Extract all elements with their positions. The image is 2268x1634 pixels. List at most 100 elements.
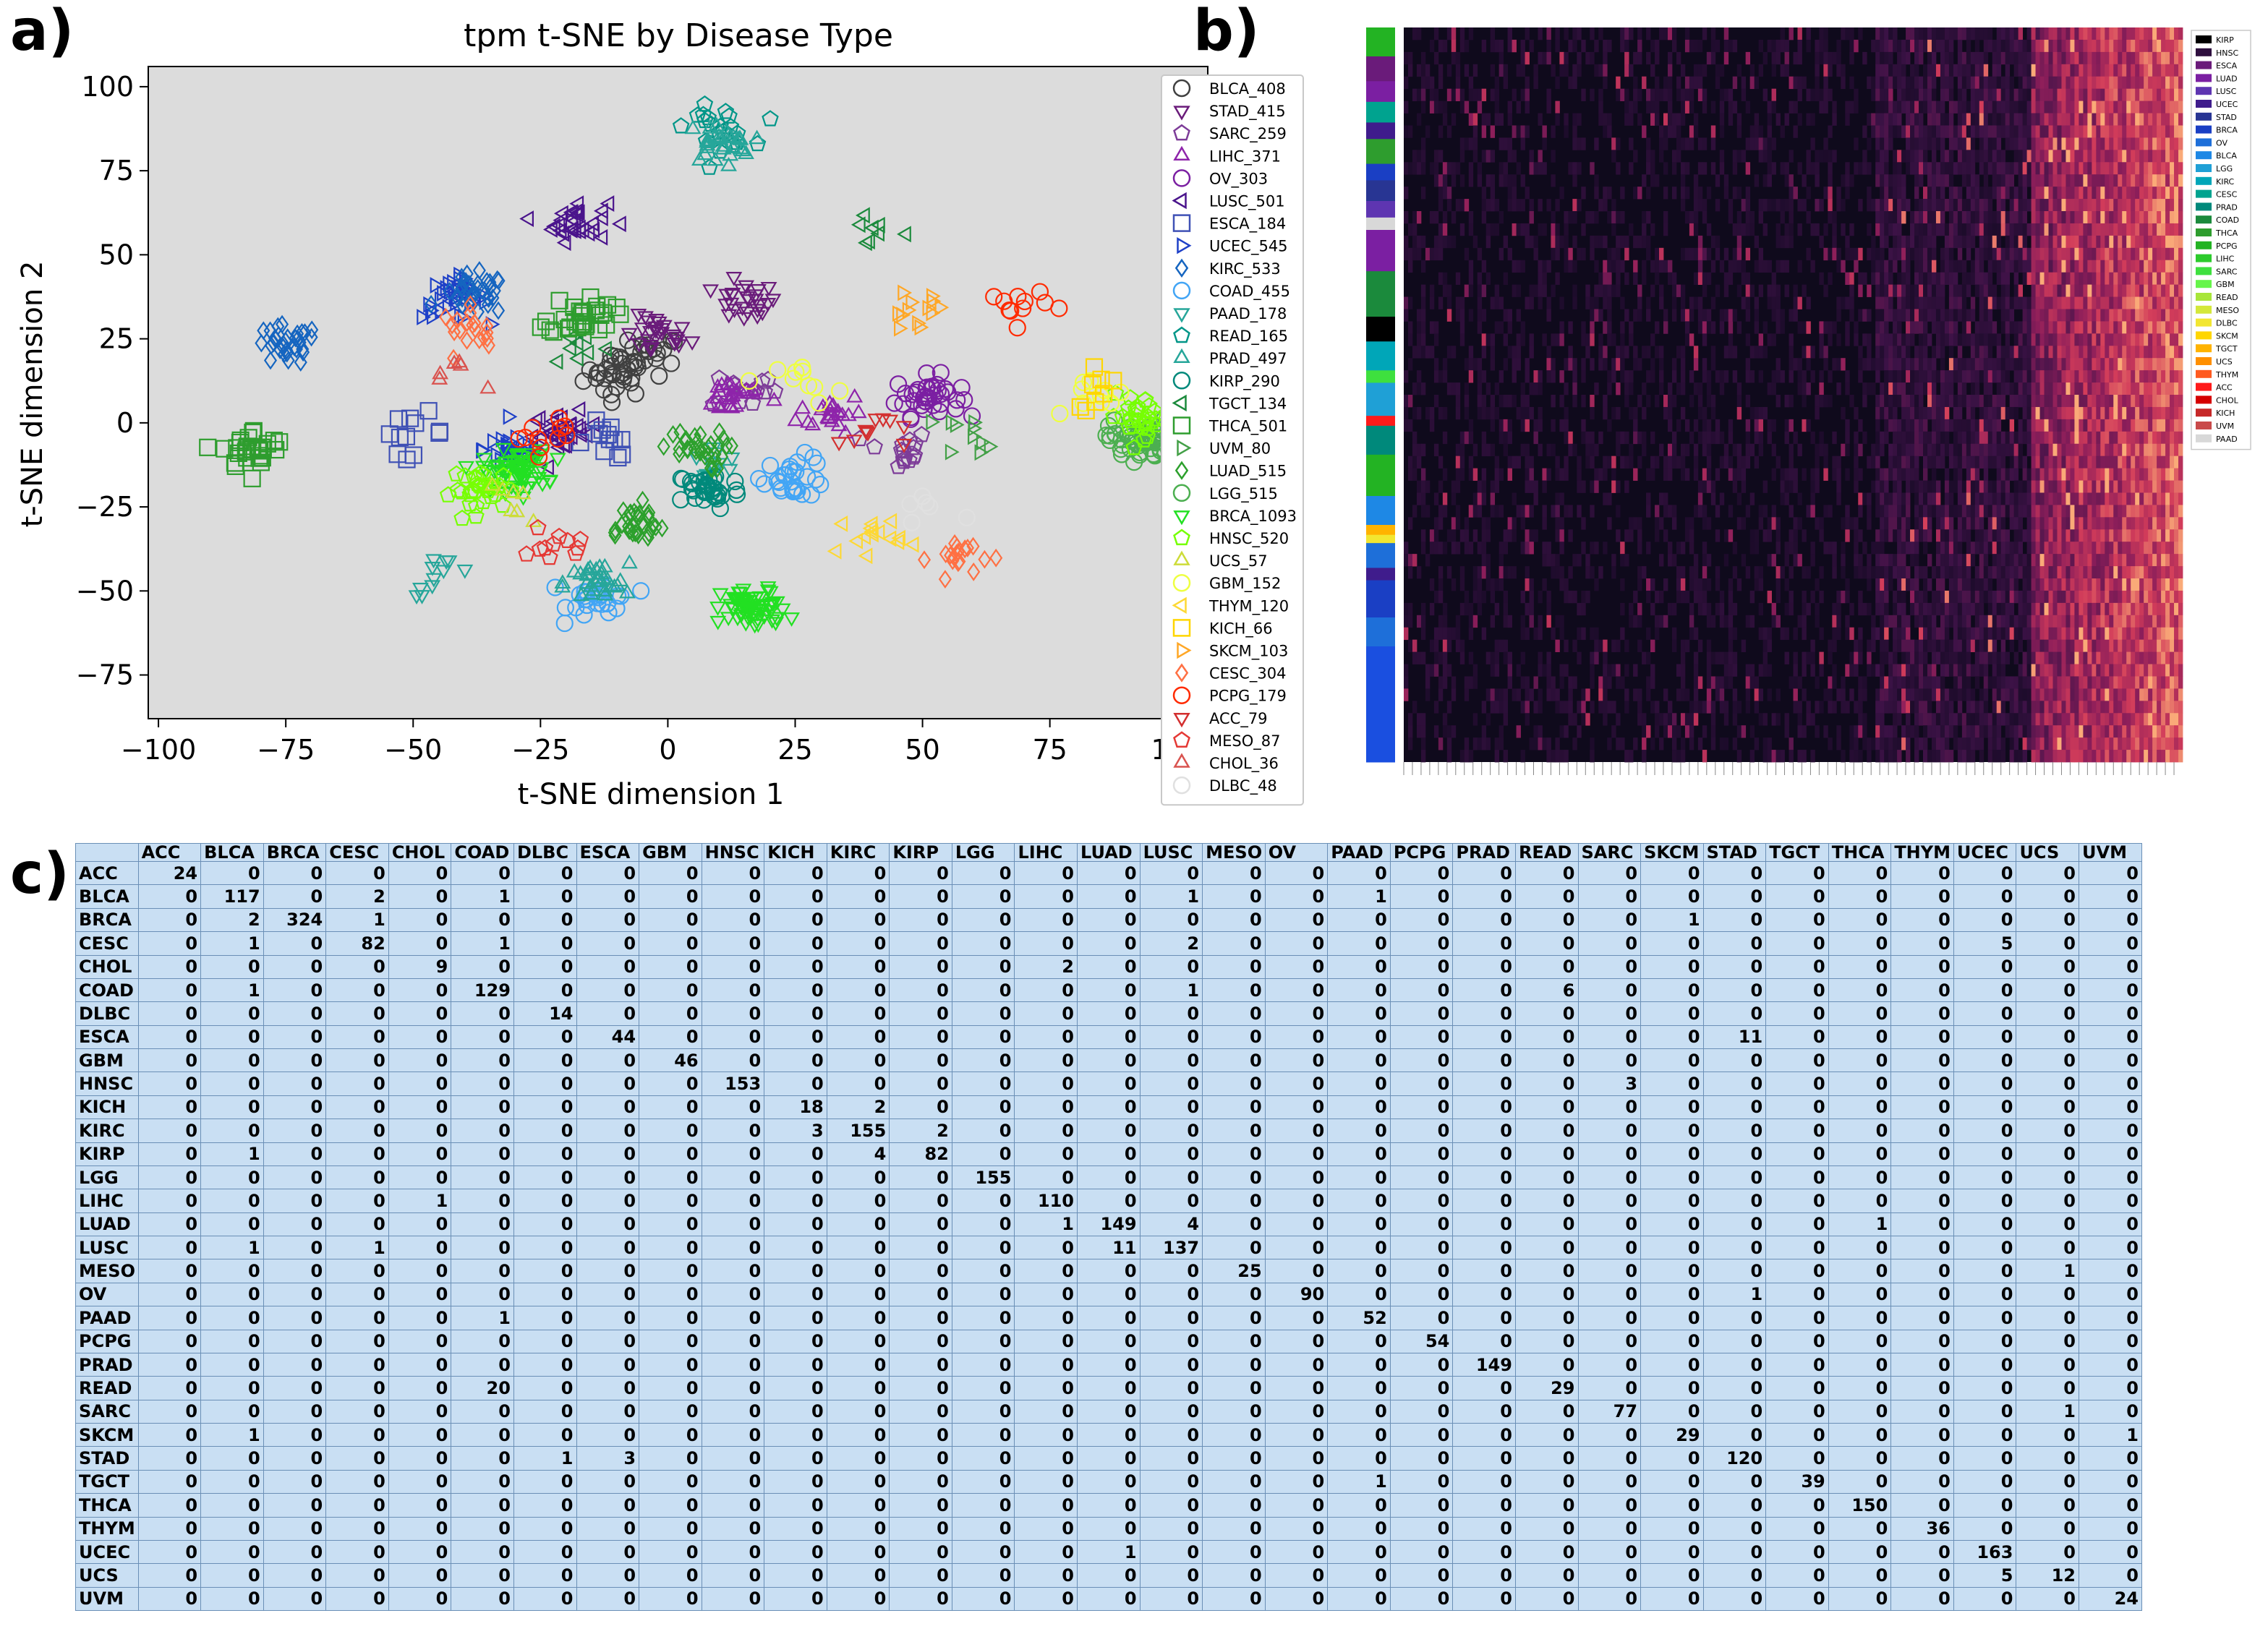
heatmap-cell [1875, 296, 1880, 309]
heatmap-cell [1585, 455, 1590, 469]
heatmap-cell [1789, 76, 1794, 90]
heatmap-cell [1944, 64, 1950, 77]
scatter-point-cesc_304 [477, 328, 490, 347]
heatmap-cell [1953, 333, 1958, 346]
legend-label: KICH_66 [1209, 620, 1273, 638]
heatmap-cell [1555, 554, 1560, 567]
tsne-scatter-chart: tpm t-SNE by Disease Type −100 −75 −50 −25 0… [16, 17, 1304, 811]
heatmap-cell [1455, 395, 1461, 408]
heatmap-cell [1953, 713, 1958, 726]
heatmap-cell [1767, 529, 1772, 542]
heatmap-cell [1494, 76, 1500, 90]
heatmap-cell [1914, 199, 1919, 212]
heatmap-cell [1884, 358, 1889, 371]
heatmap-cell [1598, 688, 1603, 701]
heatmap-cell [1538, 701, 1543, 714]
scatter-point-gbm_152 [740, 372, 758, 390]
heatmap-cell [1603, 284, 1608, 297]
heatmap-cell [1944, 492, 1950, 505]
heatmap-cell [1935, 406, 1941, 420]
heatmap-cell [1944, 713, 1950, 726]
heatmap-cell [1481, 395, 1487, 408]
heatmap-cell [1494, 455, 1500, 469]
heatmap-cell [1590, 701, 1595, 714]
heatmap-cell [1481, 627, 1487, 641]
heatmap-cell [1910, 578, 1915, 591]
heatmap-cell [1633, 309, 1638, 322]
heatmap-cell [1525, 395, 1530, 408]
row-annotation-segment [1366, 425, 1395, 455]
heatmap-cell [1749, 492, 1755, 505]
heatmap-cell [1828, 321, 1833, 334]
heatmap-cell [1901, 406, 1906, 420]
heatmap-cell [1620, 602, 1625, 616]
heatmap-cell [1944, 554, 1950, 567]
heatmap-cell [1880, 701, 1885, 714]
heatmap-cell [1953, 566, 1958, 579]
heatmap-cell [1758, 137, 1764, 150]
heatmap-cell [1884, 150, 1889, 163]
heatmap-cell [1741, 468, 1747, 481]
heatmap-cell [1897, 737, 1902, 750]
heatmap-cell [1568, 505, 1573, 518]
heatmap-cell [1710, 713, 1716, 726]
heatmap-cell [1706, 602, 1712, 616]
scatter-point-hnsc_520 [1120, 399, 1138, 416]
scatter-point-cesc_304 [978, 549, 992, 569]
heatmap-cell [1901, 39, 1906, 53]
heatmap-cell [1637, 296, 1642, 309]
heatmap-cell [1520, 51, 1525, 65]
heatmap-cell [1806, 419, 1811, 432]
heatmap-cell [1732, 187, 1738, 200]
heatmap-cell [1923, 39, 1928, 53]
heatmap-cell [1819, 566, 1824, 579]
heatmap-cell [1935, 492, 1941, 505]
heatmap-cell [1906, 150, 1911, 163]
heatmap-cell [1854, 639, 1859, 652]
heatmap-cell [1590, 27, 1595, 40]
heatmap-cell [1684, 27, 1690, 40]
heatmap-cell [1494, 113, 1500, 126]
heatmap-cell [1935, 199, 1941, 212]
heatmap-cell [1564, 382, 1569, 395]
heatmap-cell [1823, 725, 1828, 738]
heatmap-cell [1455, 406, 1461, 420]
heatmap-cell [1404, 554, 1409, 567]
heatmap-cell [1931, 88, 1937, 101]
heatmap-cell [1871, 566, 1876, 579]
heatmap-cell [1529, 235, 1534, 249]
heatmap-cell [1767, 100, 1772, 114]
heatmap-cell [1914, 88, 1919, 101]
heatmap-cell [1581, 88, 1586, 101]
heatmap-cell [1793, 468, 1798, 481]
heatmap-cell [1620, 676, 1625, 689]
scatter-point-kirc_533 [472, 261, 486, 280]
heatmap-cell [1914, 566, 1919, 579]
heatmap-cell [1953, 578, 1958, 591]
heatmap-cell [1520, 125, 1525, 138]
heatmap-cell [1775, 309, 1781, 322]
heatmap-cell [1680, 346, 1686, 359]
heatmap-cell [1728, 627, 1734, 641]
heatmap-cell [1420, 492, 1426, 505]
heatmap-cell [1416, 566, 1422, 579]
heatmap-cell [1693, 174, 1699, 187]
heatmap-cell [1611, 480, 1616, 493]
heatmap-cell [1655, 113, 1660, 126]
heatmap-cell [1884, 737, 1889, 750]
heatmap-cell [1823, 505, 1828, 518]
heatmap-cell [1957, 309, 1963, 322]
heatmap-cell [1594, 187, 1599, 200]
heatmap-cell [1551, 443, 1556, 457]
heatmap-cell [1871, 199, 1876, 212]
heatmap-cell [1481, 590, 1487, 604]
heatmap-cell [1485, 406, 1491, 420]
heatmap-cell [1927, 554, 1932, 567]
heatmap-cell [1455, 309, 1461, 322]
heatmap-cell [1538, 272, 1543, 285]
heatmap-cell [1455, 382, 1461, 395]
heatmap-cell [1542, 737, 1547, 750]
heatmap-cell [1407, 358, 1413, 371]
heatmap-cell [1935, 554, 1941, 567]
heatmap-cell [1875, 492, 1880, 505]
